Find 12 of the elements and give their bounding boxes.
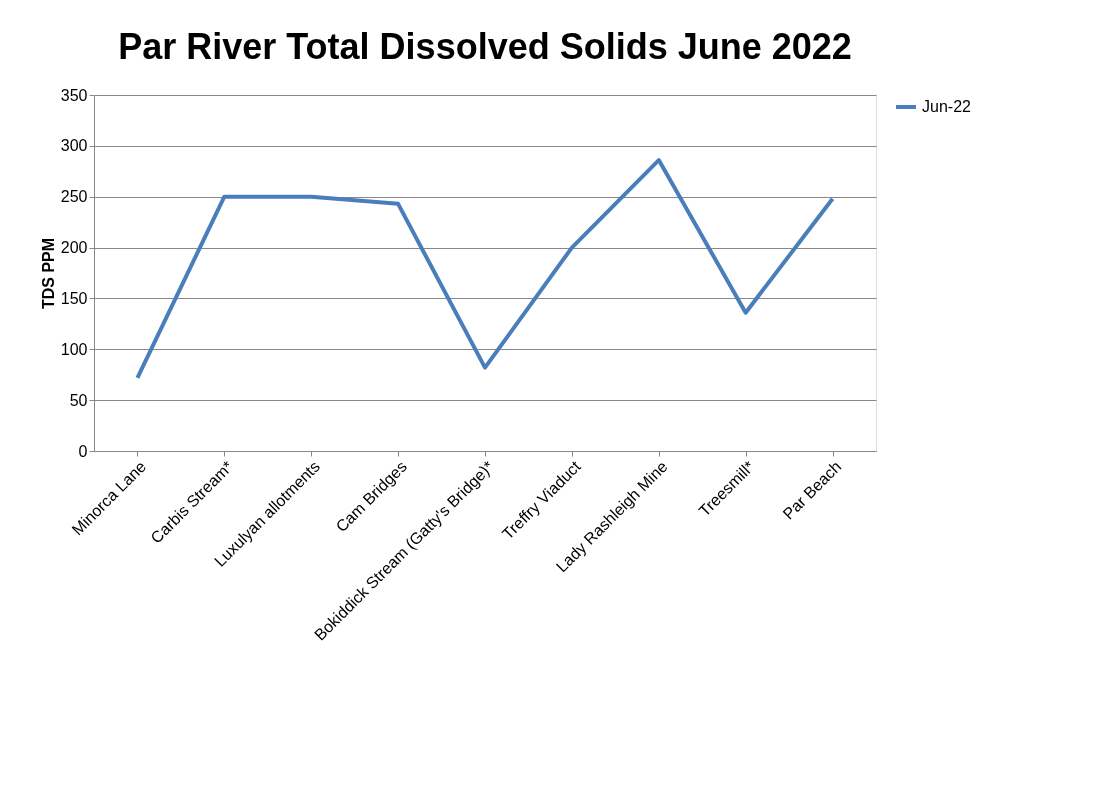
y-tick-label: 300 (60, 137, 88, 155)
y-tick-label: 350 (60, 86, 88, 104)
y-tick-label: 50 (69, 391, 88, 409)
y-axis-title: TDS PPM (39, 237, 57, 310)
line-series (135, 158, 835, 380)
y-tick-label: 100 (60, 340, 88, 358)
y-tick-label: 200 (60, 239, 88, 257)
legend-label: Jun-22 (922, 98, 972, 115)
y-tick-label: 150 (60, 289, 88, 307)
y-tick-label: 250 (60, 188, 88, 206)
chart-title: Par River Total Dissolved Solids June 2022 (118, 26, 852, 67)
y-tick-label: 0 (78, 442, 88, 460)
